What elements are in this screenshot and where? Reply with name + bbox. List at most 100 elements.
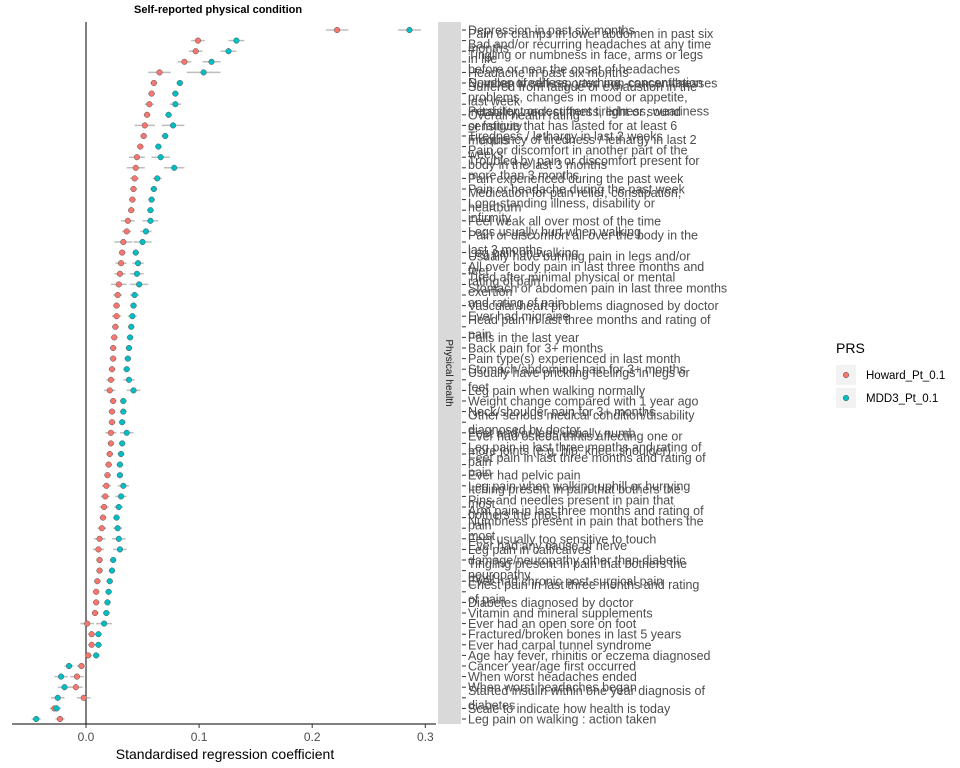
y-tick-label: Pain type(s) experienced in last month: [468, 352, 681, 366]
mdd3-point: [134, 260, 142, 267]
data-row: [144, 101, 182, 108]
howard-point: [98, 525, 105, 532]
mdd3-point: [127, 334, 134, 341]
howard-point: [93, 588, 100, 595]
data-row: [49, 705, 62, 712]
mdd3-point: [136, 281, 143, 288]
data-row: [118, 249, 140, 256]
legend: PRS Howard_Pt_0.1 MDD3_Pt_0.1: [836, 340, 945, 408]
data-row: [105, 429, 134, 436]
data-row: [122, 228, 152, 235]
y-tick-label: Leg pain in last three months and rating…: [468, 440, 702, 469]
mdd3-point: [95, 641, 102, 648]
data-row: [88, 631, 102, 638]
data-row: [127, 207, 154, 214]
y-tick-label: Ever had an open sore on foot: [468, 617, 637, 631]
howard-point: [119, 249, 126, 256]
data-row: [57, 684, 83, 691]
y-tick-label: Ever had osteoarthritis affecting one or…: [468, 430, 682, 459]
mdd3-point: [125, 344, 133, 352]
y-tick-label: Head pain in last three months and ratin…: [468, 313, 711, 342]
howard-point: [137, 143, 144, 150]
mdd3-point: [33, 715, 40, 723]
y-tick-label: Pins and needles present in pain that bot…: [468, 493, 674, 522]
howard-point: [144, 111, 151, 118]
data-row: [143, 111, 172, 118]
y-tick-label: Scale to indicate how health is today: [468, 702, 671, 716]
howard-point: [56, 715, 64, 723]
y-tick-label: Number of self-reported non-cancer illne…: [468, 77, 717, 91]
data-row: [148, 90, 179, 97]
data-row: [108, 366, 131, 373]
data-row: [104, 472, 124, 479]
data-row: [96, 556, 117, 564]
y-tick-label: Headache in past six months: [468, 66, 629, 80]
howard-point: [107, 440, 114, 447]
y-tick-label: Back pain for 3+ months: [468, 342, 603, 356]
howard-point: [113, 302, 120, 309]
data-row: [92, 599, 111, 606]
howard-point: [94, 578, 101, 585]
data-row: [110, 334, 134, 341]
howard-point: [141, 122, 148, 129]
howard-point: [102, 493, 109, 500]
howard-point: [88, 631, 95, 638]
y-tick-label: Ever had carpal tunnel syndrome: [468, 638, 651, 652]
mdd3-point: [142, 228, 149, 235]
data-row: [115, 260, 144, 267]
howard-point: [84, 620, 91, 627]
y-tick-label: Cancer year/age first occurred: [468, 660, 636, 674]
data-row: [106, 376, 135, 383]
y-tick-label: Age hay fever, rhinitis or eczema diagno…: [468, 649, 711, 663]
mdd3-point: [123, 366, 130, 373]
data-row: [109, 355, 132, 362]
mdd3-point: [154, 175, 161, 182]
mdd3-point: [120, 408, 127, 415]
howard-point: [124, 217, 131, 224]
howard-point: [96, 556, 103, 564]
mdd3-point: [148, 196, 155, 203]
howard-point: [85, 652, 92, 659]
y-tick-label: Pain or discomfort in another part of th…: [468, 143, 688, 172]
howard-point: [96, 535, 103, 542]
howard-point: [107, 376, 114, 383]
y-tick-label: Usually have burning pain in legs and/or…: [468, 249, 690, 278]
howard-point: [99, 514, 107, 521]
y-tick-label: Frequency of tiredness / lethargy in las…: [467, 133, 697, 162]
data-row: [106, 450, 125, 458]
howard-point: [116, 270, 123, 277]
data-row: [109, 344, 133, 352]
y-tick-label: Pain or cramps in lower abdomen in past …: [468, 27, 714, 56]
y-tick-label: Tingling or numbness in face, arms or le…: [468, 48, 703, 77]
data-row: [31, 715, 65, 723]
howard-point: [93, 599, 100, 606]
y-tick-label: All over body pain in last three months …: [468, 260, 704, 289]
y-tick-label: Ever had chronic post-surgical pain: [468, 575, 663, 589]
data-row: [105, 461, 124, 468]
mdd3-point: [170, 122, 177, 129]
y-tick-label: Leg pain on walking : action taken: [468, 713, 656, 727]
mdd3-point: [139, 238, 146, 246]
mdd3-point: [53, 705, 60, 712]
y-tick-label: Ever had pelvic pain: [468, 469, 581, 483]
y-tick-label: Stomach or abdomen pain in last three mo…: [468, 281, 727, 310]
mdd3-point: [58, 673, 65, 680]
howard-point: [192, 48, 199, 55]
y-tick-label: Started insulin within one year diagnosi…: [468, 684, 705, 713]
howard-point: [108, 408, 116, 415]
mdd3-point: [120, 482, 127, 489]
data-row: [113, 291, 140, 299]
y-tick-label: Feet usually too sensitive to touch: [468, 532, 656, 546]
mdd3-point: [110, 556, 117, 564]
y-tick-label: Troubled by pain or discomfort present f…: [468, 154, 700, 183]
mdd3-point: [132, 249, 139, 256]
mdd3-point: [200, 69, 207, 76]
data-row: [93, 535, 126, 542]
data-row: [104, 387, 141, 394]
y-tick-label: Neck/shoulder pain for 3+ months: [468, 405, 655, 419]
mdd3-point: [113, 514, 120, 521]
mdd3-point: [118, 450, 125, 458]
howard-point: [108, 419, 116, 426]
howard-point: [128, 207, 135, 214]
